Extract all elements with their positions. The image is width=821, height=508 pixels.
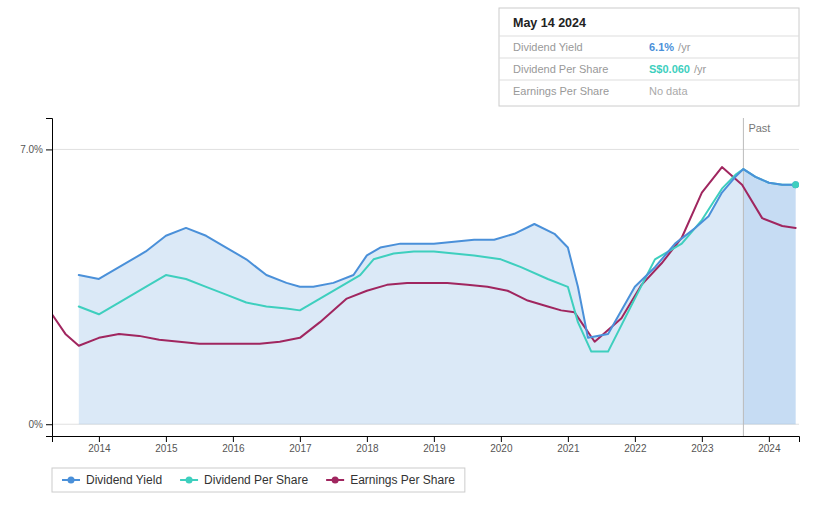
y-axis: 0% 7.0%: [20, 119, 52, 437]
end-point: [792, 181, 799, 188]
line: [79, 169, 796, 352]
end-point: [792, 181, 799, 188]
x-tick: 2024: [758, 436, 781, 454]
legend-item: Earnings Per Share: [326, 473, 455, 487]
x-tick-mark: [233, 436, 234, 442]
x-tick-label: 2021: [557, 443, 580, 454]
y-tick-label: 7.0%: [20, 144, 43, 155]
y-axis-line: [46, 119, 53, 437]
info-box-divider: [499, 58, 799, 59]
info-box-frame: [499, 8, 799, 106]
legend-item: Dividend Yield: [62, 473, 162, 487]
x-axis: 2014 2015 2016 2017 2018 2019 2020 2021 2022 2023…: [53, 436, 800, 454]
info-box-title: May 14 2024: [513, 16, 586, 30]
x-tick-label: 2018: [356, 443, 379, 454]
x-tick: 2018: [356, 436, 379, 454]
x-tick: 2023: [691, 436, 714, 454]
x-tick-label: 2022: [624, 443, 647, 454]
x-tick-mark: [568, 436, 569, 442]
x-tick-label: 2015: [155, 443, 178, 454]
x-tick-mark: [434, 436, 435, 442]
y-tick-mark: [46, 424, 52, 425]
x-tick: 2017: [289, 436, 312, 454]
x-tick: 2021: [557, 436, 580, 454]
legend-label: Dividend Yield: [86, 473, 162, 487]
grid: [52, 149, 799, 424]
x-tick: 2016: [222, 436, 245, 454]
y-tick-label: 0%: [29, 419, 44, 430]
x-tick-label: 2019: [423, 443, 446, 454]
line: [79, 169, 796, 338]
legend-label: Earnings Per Share: [350, 473, 455, 487]
x-tick-mark: [166, 436, 167, 442]
grid-line: [52, 149, 799, 150]
legend: Dividend Yield Dividend Per Share Earnings…: [52, 468, 465, 492]
x-tick-mark: [635, 436, 636, 442]
line: [52, 167, 796, 346]
legend-frame: [52, 468, 465, 492]
legend-marker: [186, 477, 193, 484]
x-tick-mark: [99, 436, 100, 442]
info-box-divider: [499, 36, 799, 37]
x-tick-label: 2014: [88, 443, 111, 454]
x-tick: 2020: [490, 436, 513, 454]
chart: Past 2014 2015 2016 2017 2018 2019 2020 2021 2022…: [0, 0, 821, 508]
y-tick: 0%: [29, 419, 52, 430]
info-box-label: Dividend Yield: [513, 41, 583, 53]
x-tick: 2014: [88, 436, 111, 454]
x-tick-mark: [769, 436, 770, 442]
info-box-unit: /yr: [694, 63, 707, 75]
x-tick: 2019: [423, 436, 446, 454]
y-tick: 7.0%: [20, 144, 52, 155]
info-box-divider: [499, 80, 799, 81]
x-tick-label: 2024: [758, 443, 781, 454]
annotation: Past: [748, 122, 770, 134]
info-box-value: 6.1%: [649, 41, 674, 53]
annotation-line: [743, 118, 744, 436]
area: [79, 169, 796, 424]
info-box-value: No data: [649, 85, 688, 97]
info-box-label: Earnings Per Share: [513, 85, 609, 97]
x-tick-mark: [702, 436, 703, 442]
area-past: [743, 169, 795, 424]
x-tick-mark: [300, 436, 301, 442]
legend-item: Dividend Per Share: [180, 473, 308, 487]
x-axis-line: [53, 437, 800, 443]
info-box-value: S$0.060: [649, 63, 690, 75]
y-tick-mark: [46, 149, 52, 150]
x-tick-label: 2020: [490, 443, 513, 454]
plot-area: [52, 118, 799, 436]
x-tick-label: 2016: [222, 443, 245, 454]
x-tick-label: 2023: [691, 443, 714, 454]
legend-label: Dividend Per Share: [204, 473, 308, 487]
x-tick: 2015: [155, 436, 178, 454]
info-box: May 14 2024 Dividend Yield 6.1% /yr Dividend…: [499, 8, 799, 106]
x-tick-mark: [501, 436, 502, 442]
legend-marker: [68, 477, 75, 484]
x-tick-label: 2017: [289, 443, 312, 454]
x-tick: 2022: [624, 436, 647, 454]
legend-marker: [332, 477, 339, 484]
x-tick-mark: [367, 436, 368, 442]
info-box-unit: /yr: [678, 41, 691, 53]
info-box-label: Dividend Per Share: [513, 63, 608, 75]
